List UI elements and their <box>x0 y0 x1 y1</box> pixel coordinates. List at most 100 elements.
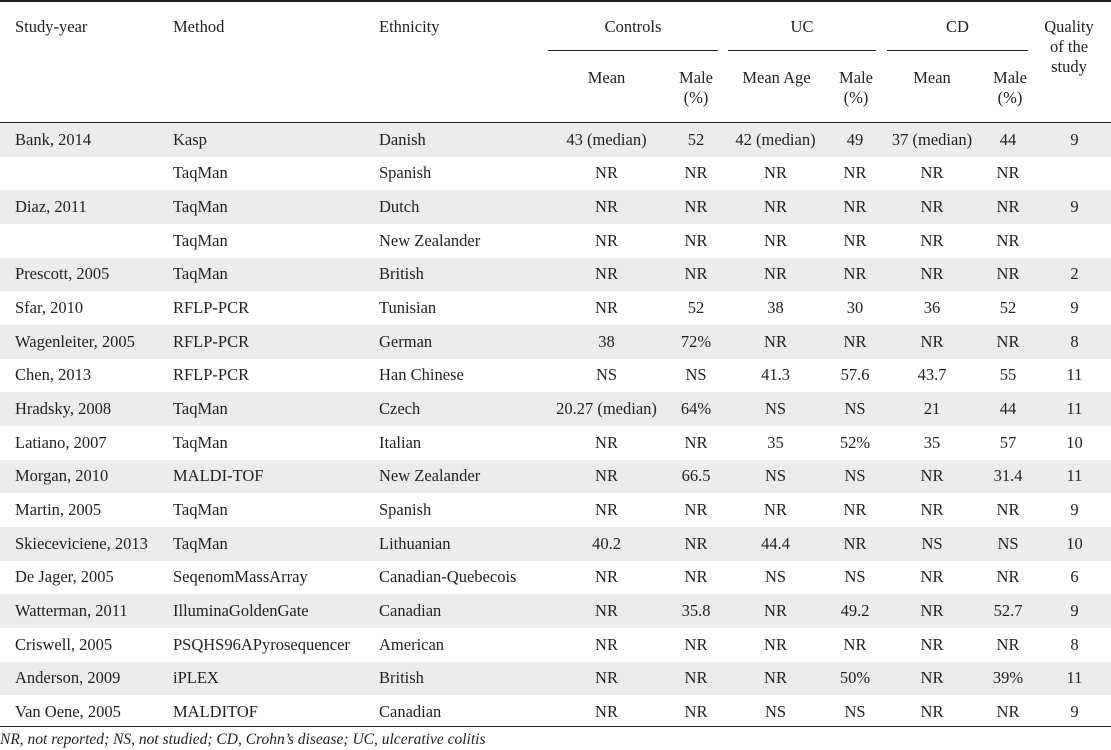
cell-cd-male: 39% <box>978 661 1038 696</box>
header-bottom-rule <box>0 122 1111 123</box>
cell-controls-mean: NR <box>548 459 665 494</box>
bottom-rule <box>0 726 1111 727</box>
cell-method: MALDI-TOF <box>173 459 379 494</box>
cell-controls-mean: 43 (median) <box>548 123 665 157</box>
cell-uc-male: NR <box>824 324 886 359</box>
cell-controls-mean: NR <box>548 425 665 460</box>
table-row: Sfar, 2010 RFLP-PCR Tunisian NR 52 38 30 36 52 9 <box>0 291 1111 325</box>
cell-controls-male: NR <box>665 627 727 662</box>
table-footnote: NR, not reported; NS, not studied; CD, C… <box>0 731 486 748</box>
cell-controls-male: NR <box>665 190 727 224</box>
cell-study-year: Van Oene, 2005 <box>0 695 173 729</box>
cell-ethnicity: Spanish <box>379 156 548 191</box>
cell-ethnicity: Italian <box>379 425 548 460</box>
cell-uc-mean-age: NS <box>727 392 824 426</box>
header-quality-line1: Quality <box>1044 17 1094 36</box>
cell-ethnicity: Canadian <box>379 594 548 628</box>
cell-method: MALDITOF <box>173 695 379 729</box>
cell-study-year: Sfar, 2010 <box>0 291 173 325</box>
cell-uc-male: NS <box>824 392 886 426</box>
cell-cd-mean: NR <box>886 695 978 729</box>
cell-cd-mean: NR <box>886 627 978 662</box>
cell-quality: 10 <box>1038 526 1111 561</box>
cell-quality: 9 <box>1038 291 1111 325</box>
table-row: Van Oene, 2005 MALDITOF Canadian NR NR NS NS NR… <box>0 695 1111 729</box>
cell-uc-male: NS <box>824 560 886 595</box>
cell-controls-male: 66.5 <box>665 459 727 494</box>
cell-cd-male: 52 <box>978 291 1038 325</box>
cell-cd-male: NR <box>978 695 1038 729</box>
header-study-year: Study-year <box>15 17 88 36</box>
cell-controls-mean: NS <box>548 358 665 393</box>
cell-controls-male: NR <box>665 661 727 696</box>
cell-ethnicity: Czech <box>379 392 548 426</box>
cell-controls-male: NR <box>665 223 727 258</box>
cell-cd-mean: NR <box>886 459 978 494</box>
table-row: Latiano, 2007 TaqMan Italian NR NR 35 52% 35 57 1… <box>0 425 1111 460</box>
cell-cd-mean: 21 <box>886 392 978 426</box>
cell-ethnicity: New Zealander <box>379 459 548 494</box>
cell-uc-male: NR <box>824 190 886 224</box>
cell-uc-mean-age: NS <box>727 695 824 729</box>
cell-controls-mean: NR <box>548 695 665 729</box>
cell-controls-male: NR <box>665 526 727 561</box>
cell-quality: 9 <box>1038 123 1111 157</box>
cell-study-year: Morgan, 2010 <box>0 459 173 494</box>
table-row: Morgan, 2010 MALDI-TOF New Zealander NR 66.5… <box>0 459 1111 494</box>
cell-study-year: Skieceviciene, 2013 <box>0 526 173 561</box>
cell-uc-male: NR <box>824 257 886 292</box>
cell-ethnicity: American <box>379 627 548 662</box>
table-row: Hradsky, 2008 TaqMan Czech 20.27 (median) 64… <box>0 392 1111 426</box>
table-row: Chen, 2013 RFLP-PCR Han Chinese NS NS 41.3 57.… <box>0 358 1111 393</box>
cell-cd-mean: NR <box>886 223 978 258</box>
cell-ethnicity: Canadian-Quebecois <box>379 560 548 595</box>
cell-cd-mean: NR <box>886 257 978 292</box>
table-row: Diaz, 2011 TaqMan Dutch NR NR NR NR NR NR 9 <box>0 190 1111 224</box>
cell-uc-mean-age: 38 <box>727 291 824 325</box>
table-row: Prescott, 2005 TaqMan British NR NR NR NR NR NR 2 <box>0 257 1111 292</box>
header-controls: Controls <box>604 17 662 36</box>
cell-study-year: Anderson, 2009 <box>0 661 173 696</box>
cell-cd-male: NR <box>978 560 1038 595</box>
cell-cd-mean: NR <box>886 594 978 628</box>
cell-controls-mean: 20.27 (median) <box>548 392 665 426</box>
cell-method: TaqMan <box>173 223 379 258</box>
cell-cd-male: NR <box>978 627 1038 662</box>
cell-controls-male: 52 <box>665 291 727 325</box>
table-row: Martin, 2005 TaqMan Spanish NR NR NR NR NR NR 9 <box>0 493 1111 527</box>
cell-uc-male: NR <box>824 526 886 561</box>
cell-controls-mean: NR <box>548 493 665 527</box>
cell-uc-male: 50% <box>824 661 886 696</box>
header-male-line2: (%) <box>683 88 709 107</box>
cell-controls-mean: 40.2 <box>548 526 665 561</box>
cell-study-year: Prescott, 2005 <box>0 257 173 292</box>
cell-cd-male: NS <box>978 526 1038 561</box>
cell-quality: 8 <box>1038 627 1111 662</box>
cell-method: TaqMan <box>173 526 379 561</box>
cell-study-year: Chen, 2013 <box>0 358 173 393</box>
cell-ethnicity: Spanish <box>379 493 548 527</box>
cell-quality: 2 <box>1038 257 1111 292</box>
cell-uc-male: 30 <box>824 291 886 325</box>
header-cd-male: Male (%) <box>981 68 1039 108</box>
cell-controls-male: NR <box>665 425 727 460</box>
cell-ethnicity: New Zealander <box>379 223 548 258</box>
cell-cd-male: 57 <box>978 425 1038 460</box>
cell-controls-mean: NR <box>548 627 665 662</box>
cell-cd-mean: 36 <box>886 291 978 325</box>
table-row: Anderson, 2009 iPLEX British NR NR NR 50% NR 39%… <box>0 661 1111 696</box>
controls-group-rule <box>548 50 718 51</box>
header-controls-mean: Mean <box>587 68 626 87</box>
cell-cd-male: 55 <box>978 358 1038 393</box>
cell-cd-mean: NR <box>886 190 978 224</box>
cell-uc-male: NR <box>824 493 886 527</box>
cell-controls-mean: 38 <box>548 324 665 359</box>
header-male-line1: Male <box>993 68 1027 87</box>
header-method: Method <box>173 17 225 36</box>
cell-ethnicity: Lithuanian <box>379 526 548 561</box>
header-controls-male: Male (%) <box>667 68 725 108</box>
cell-method: iPLEX <box>173 661 379 696</box>
cell-quality: 11 <box>1038 459 1111 494</box>
table-row: Wagenleiter, 2005 RFLP-PCR German 38 72% NR NR… <box>0 324 1111 359</box>
cell-method: TaqMan <box>173 190 379 224</box>
